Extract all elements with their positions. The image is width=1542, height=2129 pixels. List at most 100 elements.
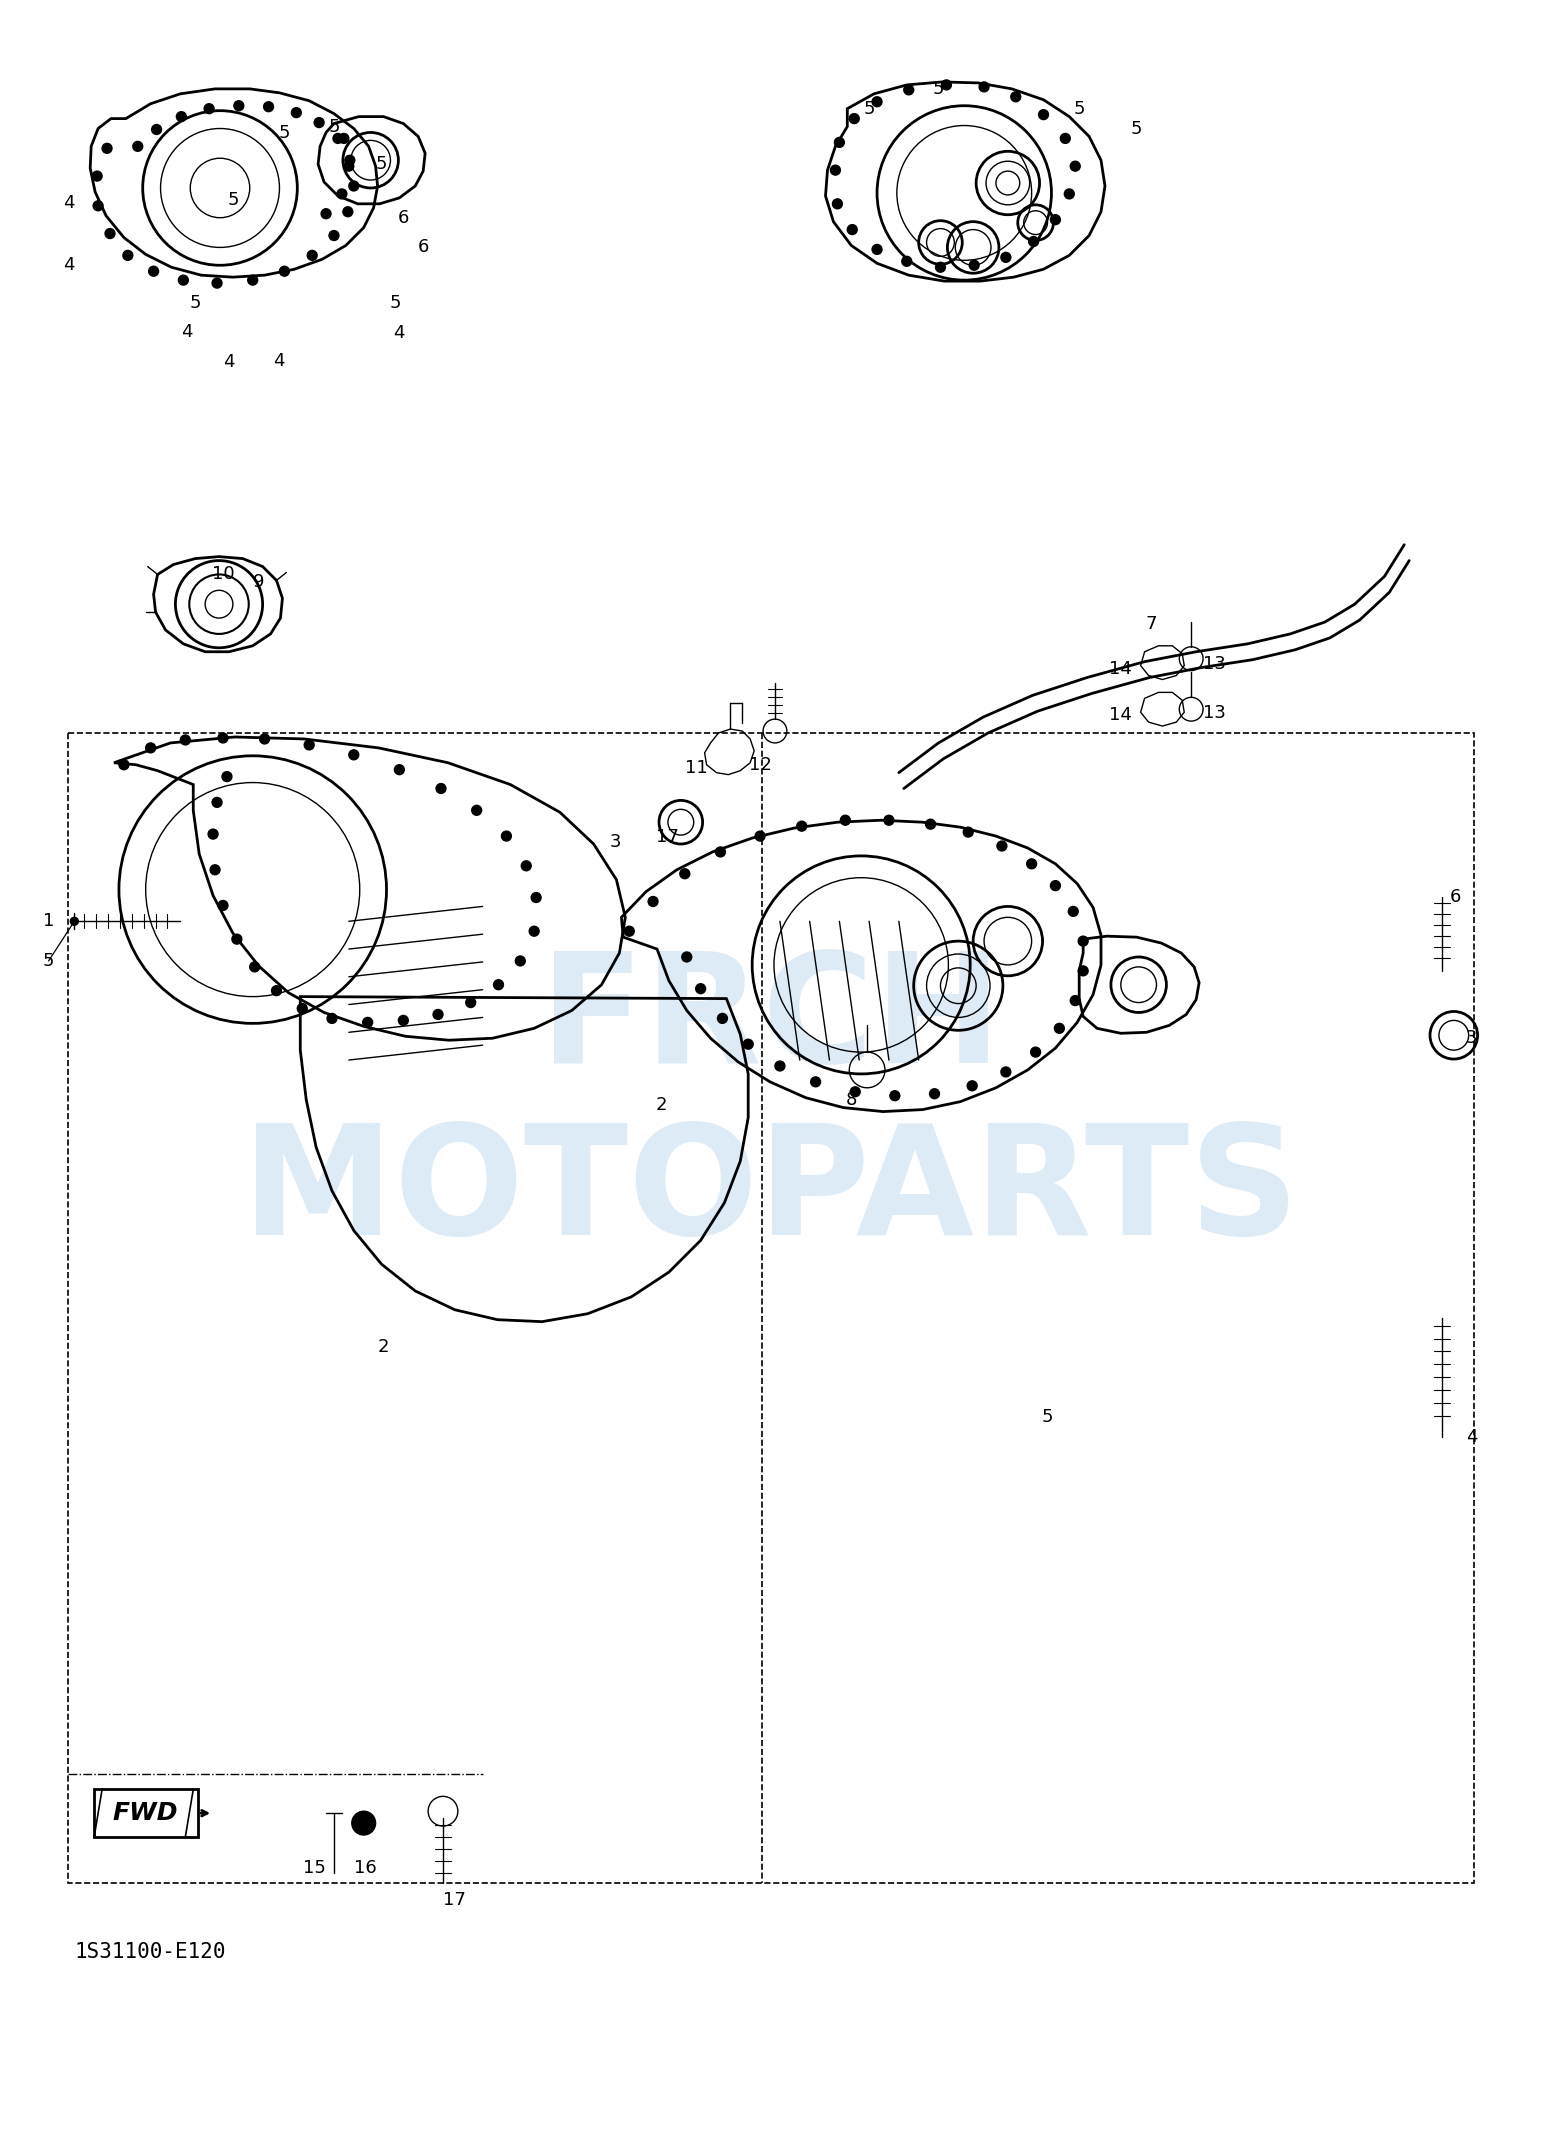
Text: 10: 10 [211, 566, 234, 583]
Circle shape [123, 251, 133, 260]
Circle shape [834, 138, 845, 147]
Circle shape [93, 170, 102, 181]
Circle shape [529, 926, 540, 937]
Circle shape [213, 279, 222, 287]
Text: 3: 3 [1466, 1028, 1477, 1047]
Circle shape [1001, 253, 1012, 262]
Text: 17: 17 [655, 828, 678, 845]
Circle shape [840, 815, 850, 826]
Circle shape [102, 143, 113, 153]
Text: 5: 5 [376, 155, 387, 172]
Circle shape [625, 926, 634, 937]
Circle shape [234, 100, 244, 111]
Circle shape [682, 952, 692, 962]
Text: 4: 4 [224, 353, 234, 370]
Circle shape [248, 275, 258, 285]
Circle shape [231, 935, 242, 943]
Circle shape [680, 869, 689, 879]
Circle shape [831, 166, 840, 175]
Circle shape [1069, 907, 1078, 915]
Circle shape [148, 266, 159, 277]
Circle shape [93, 200, 103, 211]
Circle shape [348, 749, 359, 760]
Circle shape [648, 896, 658, 907]
Circle shape [204, 104, 214, 113]
Text: 8: 8 [845, 1090, 857, 1109]
Circle shape [328, 230, 339, 241]
Text: 14: 14 [1109, 707, 1132, 724]
Text: 5: 5 [1130, 119, 1143, 138]
Circle shape [936, 262, 945, 273]
Text: 1S31100-E120: 1S31100-E120 [74, 1942, 225, 1963]
Circle shape [105, 228, 116, 238]
Circle shape [847, 226, 857, 234]
Text: 11: 11 [685, 758, 708, 777]
Text: 5: 5 [933, 81, 944, 98]
Circle shape [210, 864, 221, 875]
Circle shape [715, 847, 725, 856]
Circle shape [756, 830, 765, 841]
Circle shape [338, 189, 347, 198]
Circle shape [176, 111, 187, 121]
Circle shape [1070, 996, 1081, 1005]
Circle shape [1030, 1047, 1041, 1058]
Circle shape [850, 1086, 860, 1096]
Text: 3: 3 [609, 832, 621, 852]
Circle shape [797, 822, 806, 830]
Circle shape [298, 1003, 307, 1013]
Text: 5: 5 [279, 123, 290, 143]
Text: 5: 5 [43, 952, 54, 971]
Circle shape [521, 860, 530, 871]
Circle shape [967, 1082, 978, 1090]
Circle shape [279, 266, 290, 277]
Text: 6: 6 [418, 238, 429, 255]
Text: 5: 5 [864, 100, 874, 117]
Circle shape [1070, 162, 1081, 170]
Circle shape [71, 918, 79, 926]
Circle shape [333, 134, 342, 143]
Text: 4: 4 [1466, 1429, 1477, 1446]
Circle shape [362, 1018, 373, 1028]
Circle shape [930, 1088, 939, 1099]
Circle shape [1061, 134, 1070, 143]
Text: 2: 2 [655, 1096, 666, 1113]
Circle shape [717, 1013, 728, 1024]
Bar [68, 732, 1474, 1882]
Circle shape [264, 102, 273, 111]
Text: 5: 5 [1073, 100, 1086, 117]
Circle shape [1012, 92, 1021, 102]
Circle shape [743, 1039, 752, 1050]
Circle shape [395, 764, 404, 775]
Circle shape [321, 209, 332, 219]
Circle shape [342, 207, 353, 217]
Circle shape [179, 275, 188, 285]
Text: 4: 4 [393, 324, 404, 341]
Circle shape [133, 141, 143, 151]
Text: 5: 5 [328, 117, 339, 136]
Text: 5: 5 [390, 294, 401, 313]
Circle shape [811, 1077, 820, 1086]
Circle shape [873, 245, 882, 253]
Text: 4: 4 [273, 353, 284, 370]
Circle shape [222, 771, 231, 781]
Circle shape [904, 85, 914, 96]
Text: 4: 4 [63, 194, 74, 211]
Circle shape [208, 828, 217, 839]
Circle shape [942, 81, 951, 89]
Text: 5: 5 [227, 192, 239, 209]
Text: FWD: FWD [113, 1801, 179, 1825]
Text: 1: 1 [43, 913, 54, 930]
Text: 7: 7 [1146, 615, 1158, 632]
Circle shape [1027, 858, 1036, 869]
Circle shape [1078, 937, 1089, 945]
Circle shape [345, 155, 355, 166]
Circle shape [307, 251, 318, 260]
Circle shape [979, 81, 988, 92]
Circle shape [466, 999, 475, 1007]
Circle shape [493, 979, 503, 990]
Circle shape [998, 841, 1007, 852]
Circle shape [964, 828, 973, 837]
Circle shape [352, 1812, 376, 1835]
Circle shape [925, 820, 936, 828]
Text: FRCH
MOTOPARTS: FRCH MOTOPARTS [242, 945, 1300, 1267]
